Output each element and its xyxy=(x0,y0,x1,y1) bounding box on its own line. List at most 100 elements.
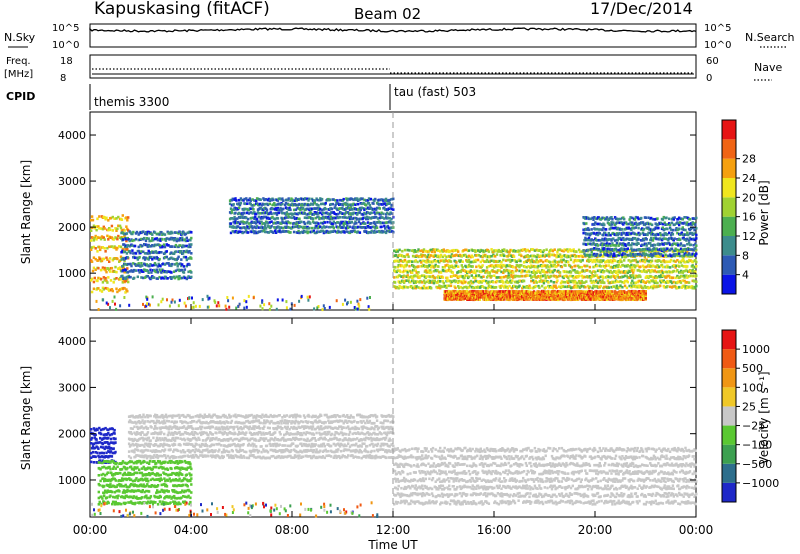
heatmap-cell xyxy=(338,207,342,210)
heatmap-cell xyxy=(388,212,391,216)
heatmap-cell xyxy=(365,217,368,221)
heatmap-cell xyxy=(112,281,115,284)
heatmap-cell xyxy=(296,231,299,234)
heatmap-cell xyxy=(584,264,587,268)
heatmap-cell xyxy=(92,256,96,259)
heatmap-cell xyxy=(102,276,105,279)
heatmap-cell xyxy=(619,258,622,262)
heatmap-cell xyxy=(624,270,628,273)
heatmap-cell xyxy=(520,264,523,267)
heatmap-cell xyxy=(577,248,581,252)
heatmap-cell xyxy=(518,250,521,253)
heatmap-cell xyxy=(398,248,401,252)
heatmap-cell xyxy=(466,274,469,277)
heatmap-cell xyxy=(393,276,396,279)
heatmap-cell xyxy=(621,280,624,284)
heatmap-cell xyxy=(563,290,566,293)
heatmap-cell xyxy=(599,265,602,268)
heatmap-cell xyxy=(651,286,655,290)
heatmap-cell xyxy=(331,202,335,206)
heatmap-cell xyxy=(667,281,670,284)
heatmap-cell xyxy=(131,232,134,236)
heatmap-cell xyxy=(274,203,278,207)
heatmap-cell xyxy=(558,271,562,274)
heatmap-cell xyxy=(122,238,125,241)
heatmap-cell xyxy=(571,269,574,272)
heatmap-cell xyxy=(632,259,635,262)
heatmap-cell xyxy=(423,281,427,285)
heatmap-cell xyxy=(537,275,540,278)
heatmap-cell xyxy=(460,264,463,267)
heatmap-cell xyxy=(588,290,592,293)
heatmap-cell xyxy=(270,198,273,202)
heatmap-cell xyxy=(437,249,440,252)
cpid-label: CPID xyxy=(6,90,35,103)
heatmap-cell xyxy=(668,266,672,269)
heatmap-cell xyxy=(384,197,388,201)
heatmap-cell xyxy=(520,271,523,274)
heatmap-cell xyxy=(464,253,467,257)
heatmap-cell xyxy=(644,281,647,284)
heatmap-cell xyxy=(258,221,261,225)
heatmap-cell xyxy=(602,259,605,262)
heatmap-cell xyxy=(351,229,354,233)
heatmap-cell xyxy=(528,259,531,262)
heatmap-cell xyxy=(508,284,511,288)
heatmap-cell xyxy=(659,279,662,283)
heatmap-cell xyxy=(162,244,165,248)
heatmap-cell xyxy=(182,255,186,259)
heatmap-cell xyxy=(607,250,610,254)
heatmap-cell xyxy=(367,216,371,219)
heatmap-cell xyxy=(178,275,181,278)
heatmap-cell xyxy=(531,265,534,269)
heatmap-cell xyxy=(350,197,353,201)
heatmap-cell xyxy=(661,271,665,274)
heatmap-cell xyxy=(125,252,129,255)
heatmap-cell xyxy=(662,279,665,283)
heatmap-cell xyxy=(154,270,158,274)
heatmap-cell xyxy=(562,280,565,284)
heatmap-cell xyxy=(143,232,147,236)
heatmap-cell xyxy=(233,206,236,210)
heatmap-cell xyxy=(270,224,273,228)
heatmap-cell xyxy=(233,221,236,225)
heatmap-cell xyxy=(264,198,268,201)
heatmap-cell xyxy=(393,249,396,253)
heatmap-cell xyxy=(284,230,288,233)
heatmap-cell xyxy=(682,270,685,273)
heatmap-cell xyxy=(286,198,289,202)
heatmap-cell xyxy=(147,271,150,274)
heatmap-cell xyxy=(660,263,664,267)
heatmap-cell xyxy=(492,264,495,268)
heatmap-cell xyxy=(264,222,267,226)
heatmap-cell xyxy=(536,266,539,269)
heatmap-cell xyxy=(485,289,488,293)
heatmap-cell xyxy=(150,276,153,280)
heatmap-cell xyxy=(93,226,96,230)
heatmap-cell xyxy=(338,222,342,225)
heatmap-cell xyxy=(402,265,406,269)
heatmap-cell xyxy=(141,264,144,267)
heatmap-cell xyxy=(311,217,315,220)
heatmap-cell xyxy=(133,262,137,266)
heatmap-cell xyxy=(412,268,416,272)
heatmap-cell xyxy=(96,250,99,253)
heatmap-cell xyxy=(460,269,463,272)
heatmap-cell xyxy=(610,285,613,289)
heatmap-cell xyxy=(666,285,669,288)
heatmap-cell xyxy=(681,279,684,282)
heatmap-cell xyxy=(514,249,518,253)
heatmap-cell xyxy=(589,258,592,262)
heatmap-cell xyxy=(408,249,411,252)
heatmap-cell xyxy=(282,207,285,211)
heatmap-cell xyxy=(417,265,420,268)
heatmap-cell xyxy=(268,202,271,206)
heatmap-cell xyxy=(118,236,122,239)
nsearch-tick-bottom: 10^0 xyxy=(704,40,731,51)
heatmap-cell xyxy=(527,265,530,268)
heatmap-cell xyxy=(116,237,119,241)
heatmap-cell xyxy=(179,262,182,265)
heatmap-cell xyxy=(188,243,191,246)
heatmap-cell xyxy=(653,269,656,272)
heatmap-cell xyxy=(417,286,420,289)
